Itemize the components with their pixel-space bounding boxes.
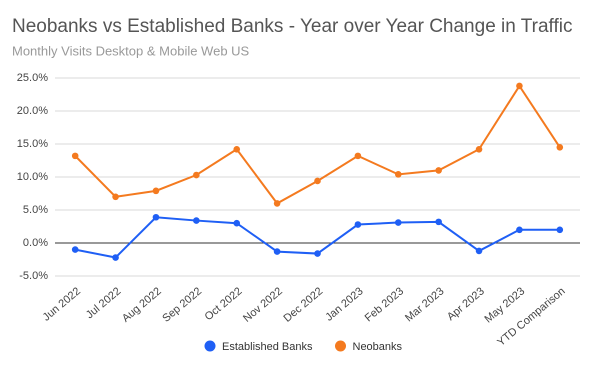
chart-title: Neobanks vs Established Banks - Year ove… xyxy=(12,16,573,37)
point xyxy=(193,171,200,179)
legend-label: Neobanks xyxy=(353,341,403,353)
x-tick-label: Jan 2023 xyxy=(323,285,365,323)
y-tick-label: -5.0% xyxy=(19,270,48,282)
x-tick-label: Jul 2022 xyxy=(84,285,124,321)
x-tick-label: Aug 2022 xyxy=(120,285,164,324)
point xyxy=(354,221,362,228)
y-tick-label: 25.0% xyxy=(17,72,48,84)
point xyxy=(71,152,79,160)
point xyxy=(435,218,442,226)
point xyxy=(112,254,119,261)
x-tick-label: YTD Comparison xyxy=(495,285,567,348)
y-tick-label: 10.0% xyxy=(17,171,48,183)
x-tick-label: Mar 2023 xyxy=(403,285,446,324)
x-tick-label: Oct 2022 xyxy=(203,285,245,323)
x-tick-label: Apr 2023 xyxy=(445,285,487,323)
point xyxy=(435,167,442,174)
point xyxy=(193,217,200,224)
legend-marker xyxy=(335,340,346,352)
point xyxy=(233,145,241,153)
point xyxy=(152,213,160,221)
point xyxy=(273,248,281,255)
point xyxy=(475,145,483,153)
point xyxy=(314,250,321,257)
y-tick-label: 15.0% xyxy=(17,138,48,150)
point xyxy=(273,200,281,207)
point xyxy=(233,219,241,227)
point xyxy=(354,152,362,160)
x-tick-label: Feb 2023 xyxy=(363,285,406,324)
x-tick-label: Jun 2022 xyxy=(41,285,83,323)
point xyxy=(556,226,564,234)
point xyxy=(71,246,79,253)
point xyxy=(394,219,402,226)
chart-subtitle: Monthly Visits Desktop & Mobile Web US xyxy=(12,43,250,58)
series-line xyxy=(74,84,561,205)
y-tick-label: 20.0% xyxy=(17,105,48,117)
point xyxy=(475,247,483,255)
x-tick-label: Sep 2022 xyxy=(160,285,204,324)
x-tick-label: Dec 2022 xyxy=(282,285,326,324)
point xyxy=(152,187,160,195)
legend-marker xyxy=(204,340,216,352)
point xyxy=(112,193,119,201)
legend-label: Established Banks xyxy=(222,341,313,353)
y-tick-label: 5.0% xyxy=(23,204,48,216)
point xyxy=(394,171,402,178)
point xyxy=(556,144,564,151)
y-tick-label: 0.0% xyxy=(23,237,48,249)
x-tick-label: Nov 2022 xyxy=(241,285,285,324)
point xyxy=(314,177,321,185)
point xyxy=(516,82,523,90)
point xyxy=(516,226,523,234)
